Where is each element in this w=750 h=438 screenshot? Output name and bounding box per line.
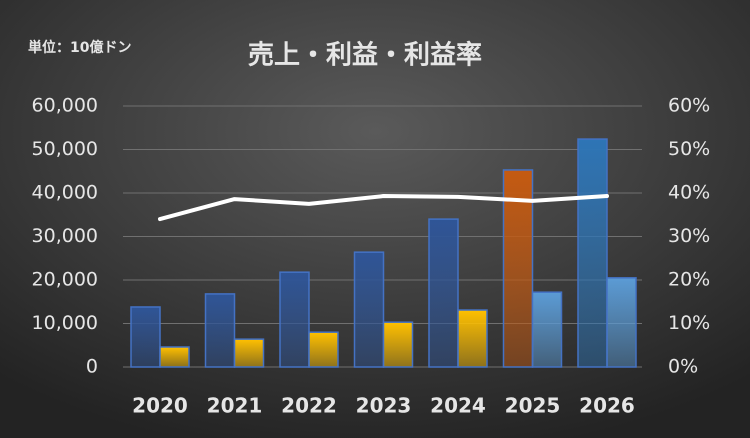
y-tick-label: 20,000 [32,269,98,291]
x-tick-label: 2026 [579,394,635,418]
x-tick-label: 2025 [505,394,561,418]
y2-tick-label: 30% [668,225,710,247]
y2-tick-label: 0% [668,356,698,378]
bar [159,346,190,368]
x-tick-label: 2021 [207,394,263,418]
bar [130,306,161,368]
bar [502,169,534,368]
bar [308,331,339,368]
y2-tick-label: 10% [668,312,710,334]
bar [204,293,236,368]
chart-title: 売上・利益・利益率 [248,40,482,71]
y2-tick-label: 50% [668,138,710,160]
bar [233,338,265,368]
bar [428,218,459,368]
x-tick-label: 2020 [132,394,188,418]
x-tick-label: 2024 [430,394,486,418]
y2-tick-label: 20% [668,269,710,291]
line [158,194,609,222]
bar [382,321,414,368]
bar [531,291,563,368]
bar [457,309,488,368]
y2-tick-label: 40% [668,182,710,204]
y-tick-label: 0 [86,356,98,378]
bar [279,271,310,368]
bar [577,138,608,368]
unit-note: 単位：10億ドン [28,39,131,56]
bar [606,277,637,368]
x-tick-label: 2022 [281,394,337,418]
bar [353,251,385,368]
y-tick-label: 10,000 [32,312,98,334]
y2-tick-label: 60% [668,95,710,117]
y-tick-label: 60,000 [32,95,98,117]
y-tick-label: 30,000 [32,225,98,247]
x-tick-label: 2023 [356,394,412,418]
y-tick-label: 40,000 [32,182,98,204]
y-tick-label: 50,000 [32,138,98,160]
